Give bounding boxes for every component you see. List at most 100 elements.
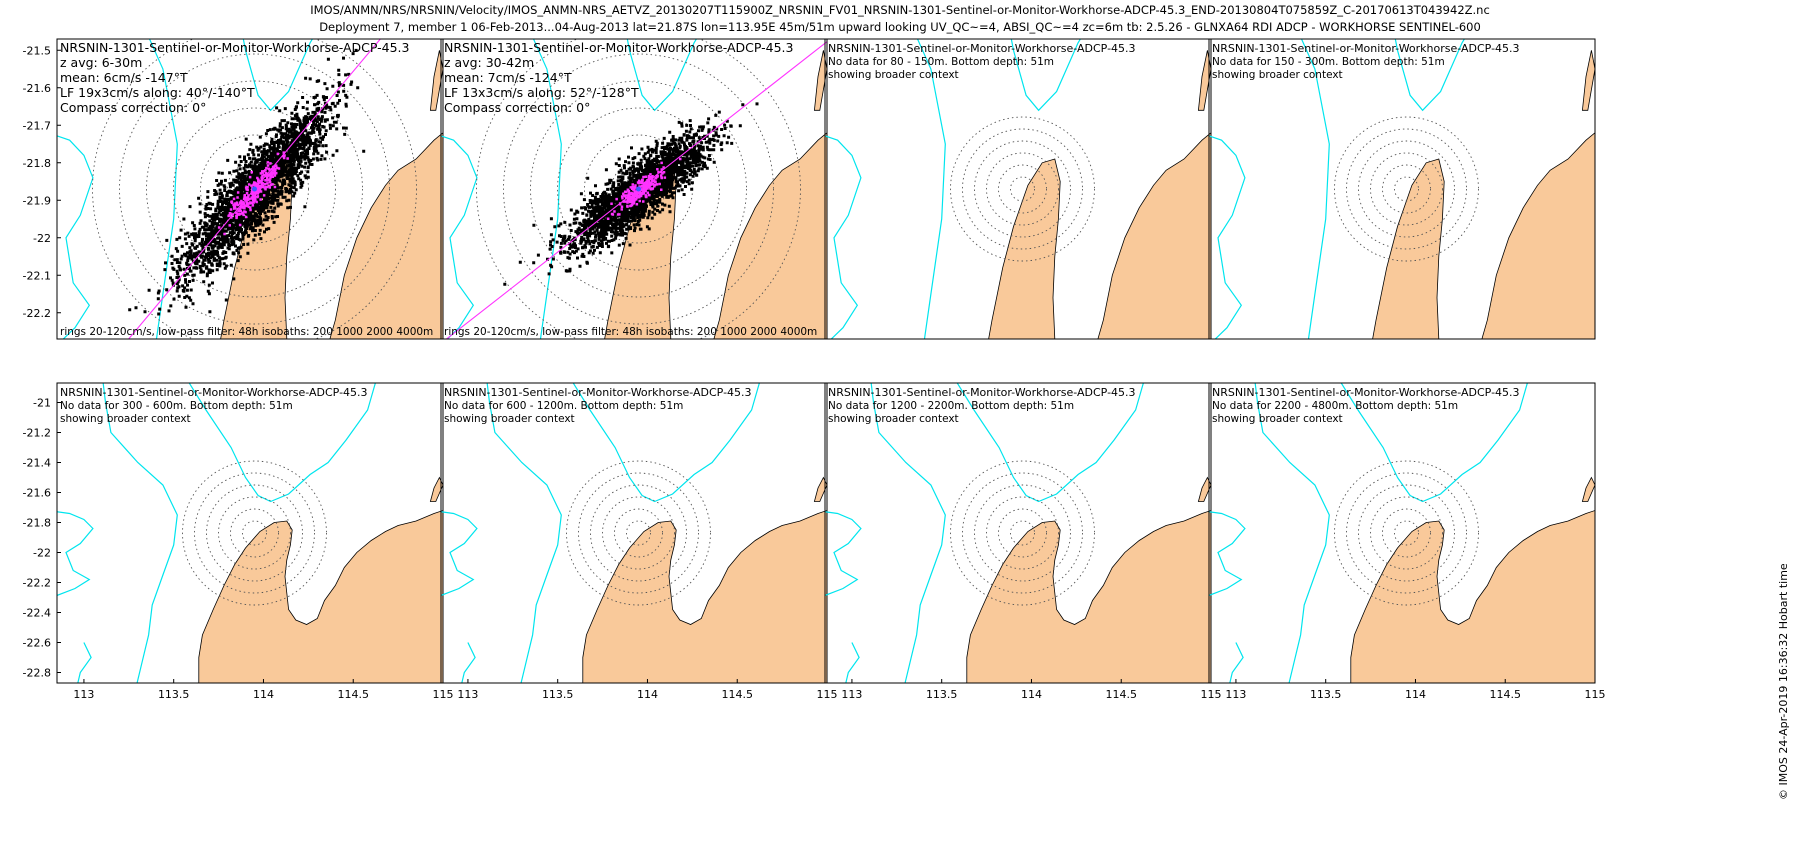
isobath-line	[626, 39, 698, 112]
isobath-line	[1209, 511, 1246, 597]
speed-ring	[950, 116, 1095, 262]
chart-panel: NRSNIN-1301-Sentinel-or-Monitor-Workhors…	[1208, 38, 1596, 594]
chart-panel: -21.5 -21.6 -21.7 -21.8 -21.9 -22 -22.1 -22.2 NR…	[23, 38, 444, 594]
speed-ring	[242, 520, 267, 546]
x-tick-label: 115	[1201, 688, 1222, 701]
isobath-line	[1227, 463, 1243, 594]
isobath-line	[188, 383, 377, 503]
axes-frame	[824, 38, 1212, 340]
isobath-line	[825, 511, 862, 597]
speed-ring	[1334, 116, 1479, 262]
speed-ring	[590, 484, 687, 582]
y-tick-label: -22.2	[23, 577, 51, 590]
x-tick-label: 115	[1585, 688, 1606, 701]
axes-frame	[56, 382, 444, 684]
speed-ring	[1370, 152, 1443, 226]
speed-ring	[1382, 508, 1431, 558]
map-layer	[441, 39, 827, 594]
speed-ring	[986, 496, 1059, 570]
panel-footer: rings 20-120cm/s, low-pass filter: 48h i…	[60, 326, 433, 338]
y-tick-label: -21.9	[23, 194, 51, 207]
speed-ring	[1346, 472, 1467, 594]
x-tick-label: 114	[1405, 688, 1426, 701]
land-mass	[198, 510, 443, 683]
y-tick-label: -21.6	[23, 82, 51, 95]
speed-ring	[476, 39, 801, 339]
isobath-line	[75, 463, 91, 594]
isobath-line	[572, 383, 761, 503]
speed-ring	[1010, 520, 1035, 546]
speed-ring	[1334, 460, 1479, 606]
speed-ring	[578, 472, 699, 594]
y-tick-label: -22	[33, 547, 51, 560]
panel-title: NRSNIN-1301-Sentinel-or-Monitor-Workhors…	[60, 386, 368, 399]
panel-info-line: z avg: 6-30m	[60, 55, 142, 70]
isobath-line	[1300, 39, 1330, 339]
x-tick-label: 113.5	[542, 688, 574, 701]
y-tick-label: -22.1	[23, 269, 51, 282]
speed-ring	[974, 484, 1071, 582]
speed-ring	[974, 140, 1071, 238]
panel-info-line: showing broader context	[1212, 413, 1343, 425]
isobath-line	[1010, 39, 1082, 112]
x-tick-label: 113	[841, 688, 862, 701]
panel-info-line: No data for 80 - 150m. Bottom depth: 51m	[828, 56, 1054, 68]
speed-ring	[1370, 496, 1443, 570]
speed-ring	[206, 484, 303, 582]
panel-info-line: showing broader context	[60, 413, 191, 425]
chart-panel: NRSNIN-1301-Sentinel-or-Monitor-Workhors…	[824, 38, 1212, 340]
speed-ring	[626, 520, 651, 546]
axes-frame	[824, 382, 1212, 684]
lowpass-scatter	[606, 157, 682, 220]
panel-info-line: mean: 6cm/s -147°T	[60, 70, 188, 85]
isobath-line	[845, 642, 860, 683]
panel-info-line: showing broader context	[828, 69, 959, 81]
y-tick-label: -21.8	[23, 157, 51, 170]
speed-ring	[230, 508, 279, 558]
x-tick-label: 113.5	[1310, 688, 1342, 701]
speed-ring	[218, 496, 291, 570]
isobath-line	[148, 39, 178, 339]
panel-info-line: No data for 600 - 1200m. Bottom depth: 5…	[444, 400, 683, 412]
land-mass	[1350, 510, 1595, 683]
land-mass	[988, 132, 1211, 339]
x-tick-label: 115	[433, 688, 454, 701]
speed-ring	[998, 508, 1047, 558]
isobath-line	[459, 463, 475, 594]
map-layer	[1209, 39, 1595, 594]
island	[1197, 476, 1211, 502]
panel-info-line: No data for 300 - 600m. Bottom depth: 51…	[60, 400, 293, 412]
speed-ring	[530, 80, 747, 298]
x-tick-label: 113.5	[926, 688, 958, 701]
y-tick-label: -22.2	[23, 307, 51, 320]
deployment-info-title: Deployment 7, member 1 06-Feb-2013...04-…	[319, 20, 1481, 34]
lowpass-scatter	[217, 151, 289, 236]
velocity-scatter	[128, 48, 366, 316]
y-tick-label: -22	[33, 232, 51, 245]
speed-ring	[1394, 176, 1419, 202]
speed-ring	[200, 134, 309, 244]
map-layer	[825, 39, 1211, 339]
x-tick-label: 113	[73, 688, 94, 701]
chart-panel: -21 -21.2 -21.4 -21.6 -21.8 -22 -22.2 -22.4 -22.…	[23, 382, 454, 701]
speed-ring	[1358, 484, 1455, 582]
panel-info-line: Compass correction: 0°	[444, 100, 590, 115]
speed-ring	[614, 508, 663, 558]
speed-ring	[998, 164, 1047, 214]
speed-ring	[1382, 164, 1431, 214]
island	[429, 50, 443, 111]
speed-ring	[146, 80, 363, 298]
speed-ring	[986, 152, 1059, 226]
axes-frame	[1208, 38, 1596, 340]
chart-panel: 113 113.5 114 114.5 115 NRSNIN-1301-Sentinel-…	[824, 382, 1222, 701]
speed-ring	[182, 460, 327, 606]
panel-title: NRSNIN-1301-Sentinel-or-Monitor-Workhors…	[1212, 386, 1520, 399]
panel-info-line: LF 19x3cm/s along: 40°/-140°T	[60, 85, 255, 100]
isobath-line	[532, 39, 562, 339]
speed-ring	[962, 472, 1083, 594]
mean-marker	[635, 186, 641, 192]
y-tick-label: -21.8	[23, 517, 51, 530]
island	[1197, 50, 1211, 111]
map-layer	[57, 39, 443, 594]
chart-panel: 113 113.5 114 114.5 115 NRSNIN-1301-Sentinel-…	[440, 382, 838, 701]
